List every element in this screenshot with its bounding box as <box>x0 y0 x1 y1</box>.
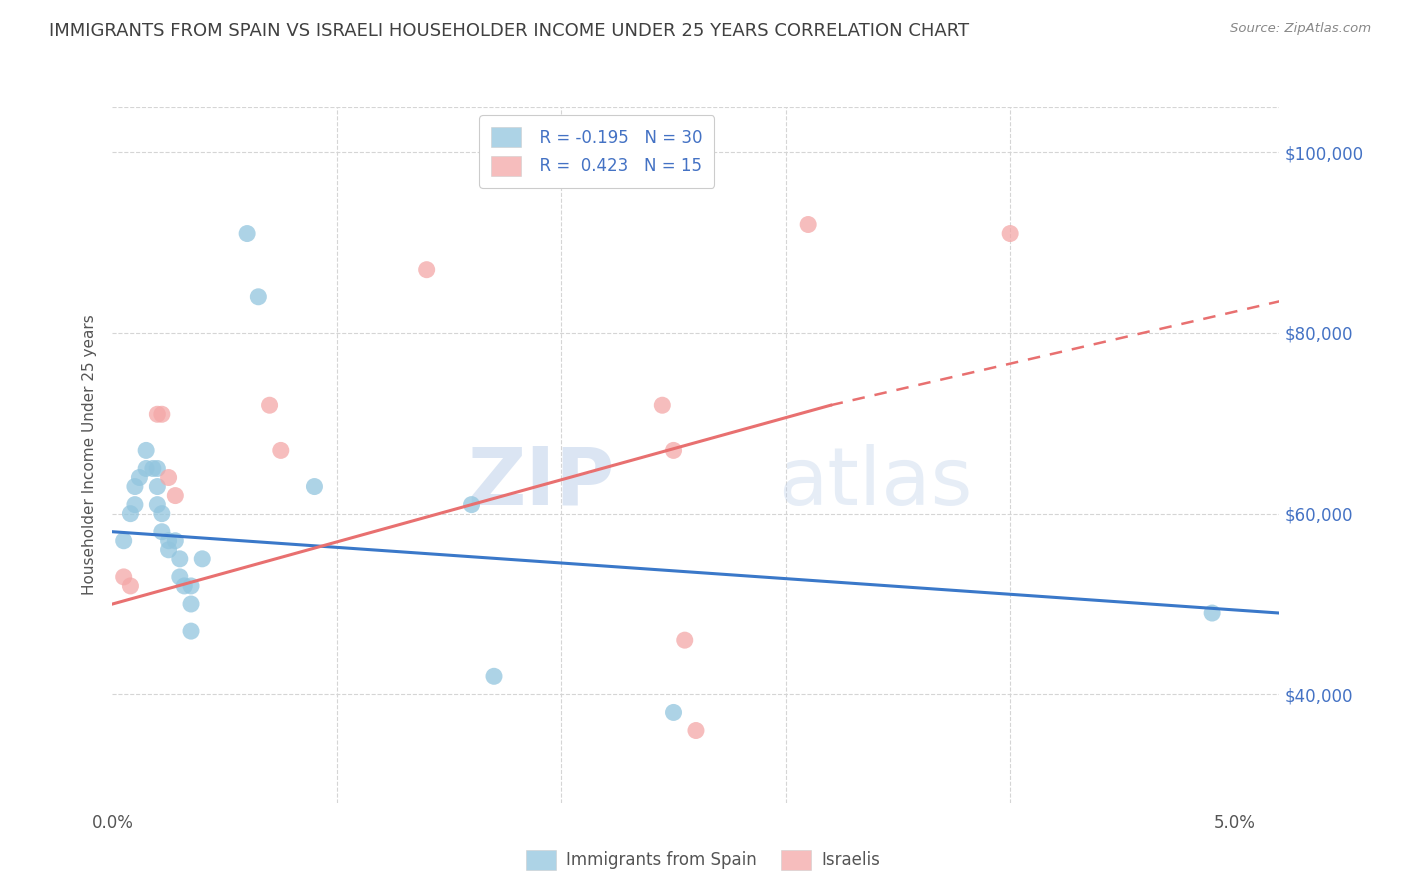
Point <box>150 507 173 521</box>
Point <box>146 461 169 475</box>
Point <box>259 398 281 412</box>
Point <box>180 579 202 593</box>
Point <box>157 533 180 548</box>
Point <box>998 227 1021 241</box>
Point <box>112 570 135 584</box>
Text: IMMIGRANTS FROM SPAIN VS ISRAELI HOUSEHOLDER INCOME UNDER 25 YEARS CORRELATION C: IMMIGRANTS FROM SPAIN VS ISRAELI HOUSEHO… <box>49 22 969 40</box>
Point <box>128 470 150 484</box>
Point <box>304 479 326 493</box>
Legend:   R = -0.195   N = 30,   R =  0.423   N = 15: R = -0.195 N = 30, R = 0.423 N = 15 <box>479 115 714 187</box>
Point <box>146 479 169 493</box>
Point <box>165 489 187 503</box>
Point <box>415 262 437 277</box>
Point <box>169 551 191 566</box>
Point <box>146 498 169 512</box>
Point <box>124 479 146 493</box>
Point <box>120 579 142 593</box>
Point <box>157 470 180 484</box>
Point <box>651 398 673 412</box>
Point <box>191 551 214 566</box>
Point <box>1201 606 1223 620</box>
Point <box>135 443 157 458</box>
Y-axis label: Householder Income Under 25 years: Householder Income Under 25 years <box>82 315 97 595</box>
Point <box>124 498 146 512</box>
Point <box>270 443 292 458</box>
Point <box>150 524 173 539</box>
Point <box>180 597 202 611</box>
Point <box>165 533 187 548</box>
Text: atlas: atlas <box>778 443 972 522</box>
Legend: Immigrants from Spain, Israelis: Immigrants from Spain, Israelis <box>519 843 887 877</box>
Point <box>247 290 270 304</box>
Text: ZIP: ZIP <box>467 443 614 522</box>
Point <box>662 443 685 458</box>
Text: Source: ZipAtlas.com: Source: ZipAtlas.com <box>1230 22 1371 36</box>
Point <box>120 507 142 521</box>
Point <box>150 407 173 421</box>
Point <box>685 723 707 738</box>
Point <box>157 542 180 557</box>
Point <box>112 533 135 548</box>
Point <box>797 218 820 232</box>
Point <box>146 407 169 421</box>
Point <box>460 498 482 512</box>
Point <box>173 579 195 593</box>
Point <box>169 570 191 584</box>
Point <box>673 633 696 648</box>
Point <box>142 461 165 475</box>
Point <box>482 669 505 683</box>
Point <box>662 706 685 720</box>
Point <box>180 624 202 639</box>
Point <box>135 461 157 475</box>
Point <box>236 227 259 241</box>
